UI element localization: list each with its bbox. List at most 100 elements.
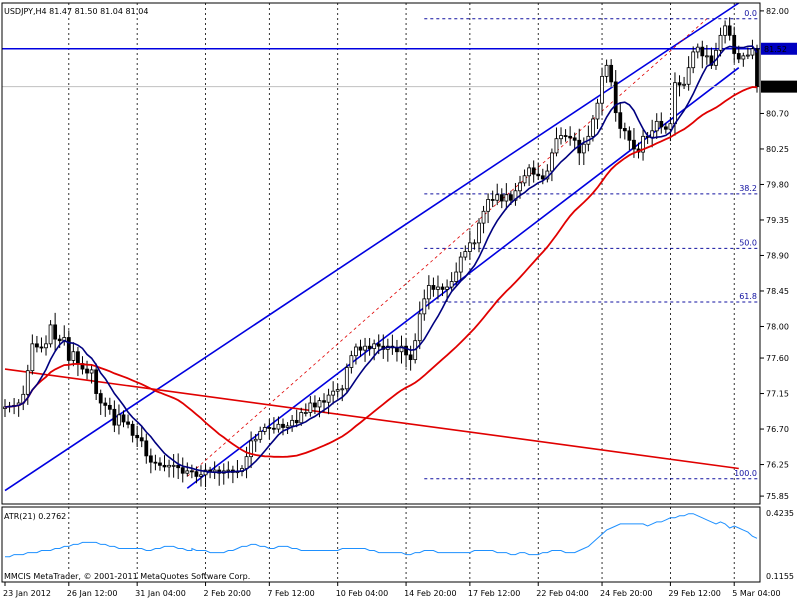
candle-body bbox=[508, 194, 513, 201]
symbol-info: USDJPY,H4 81.47 81.50 81.04 81.04 bbox=[4, 7, 148, 16]
candle-body bbox=[30, 343, 35, 372]
fib-level-label: 38.2 bbox=[739, 184, 757, 193]
x-tick-label: 24 Feb 20:00 bbox=[600, 589, 652, 598]
candle-body bbox=[591, 118, 595, 137]
candle-body bbox=[659, 120, 664, 128]
x-tick-label: 22 Feb 04:00 bbox=[536, 589, 588, 598]
main-frame bbox=[1, 2, 761, 505]
candle-body bbox=[363, 345, 367, 351]
candle-body bbox=[167, 464, 171, 468]
candle-body bbox=[249, 440, 254, 458]
candle-body bbox=[550, 152, 554, 172]
candle-body bbox=[180, 467, 185, 474]
candle-body bbox=[641, 135, 645, 153]
y-tick-label: 82.00 bbox=[766, 7, 789, 16]
candle-body bbox=[71, 351, 76, 361]
candle-body bbox=[404, 345, 408, 356]
candle-body bbox=[267, 427, 272, 429]
candle-body bbox=[349, 355, 354, 368]
candle-body bbox=[417, 313, 422, 342]
candle-body bbox=[271, 427, 276, 430]
candle-body bbox=[527, 167, 532, 177]
candle-body bbox=[518, 182, 522, 192]
trend-lines[interactable]: 81.52 81.04 bbox=[2, 2, 797, 492]
last-price-tag-text: 81.04 bbox=[764, 83, 787, 92]
candle-body bbox=[176, 464, 181, 469]
candle-body bbox=[367, 345, 372, 349]
candle-body bbox=[531, 167, 536, 175]
candle-body bbox=[44, 343, 48, 349]
candle-body bbox=[522, 175, 527, 184]
y-tick-label: 76.70 bbox=[766, 425, 789, 434]
x-tick-label: 2 Feb 20:00 bbox=[204, 589, 251, 598]
candle-body bbox=[700, 46, 705, 57]
candle-body bbox=[745, 54, 750, 57]
candle-body bbox=[422, 298, 427, 315]
candle-body bbox=[358, 346, 363, 351]
candle-body bbox=[490, 199, 495, 201]
candle-body bbox=[276, 423, 281, 430]
candle-body bbox=[736, 53, 741, 60]
candle-body bbox=[627, 130, 632, 141]
candle-body bbox=[372, 343, 377, 349]
atr-frame bbox=[1, 506, 761, 583]
candle-body bbox=[340, 388, 345, 391]
horizontal-line-tag-text: 81.52 bbox=[764, 45, 787, 54]
y-tick-label: 76.25 bbox=[766, 461, 789, 470]
candle-body bbox=[755, 48, 759, 88]
candle-body bbox=[467, 242, 472, 252]
candle-body bbox=[25, 370, 30, 395]
candle-body bbox=[290, 419, 295, 427]
candle-body bbox=[331, 390, 336, 396]
candle-body bbox=[463, 251, 468, 258]
y-tick-label: 80.25 bbox=[766, 145, 789, 154]
x-tick-label: 17 Feb 12:00 bbox=[468, 589, 520, 598]
y-tick-label: 79.80 bbox=[766, 180, 789, 189]
x-tick-label: 26 Jan 12:00 bbox=[67, 589, 118, 598]
candle-body bbox=[440, 286, 445, 290]
candle-body bbox=[426, 285, 431, 300]
candle-body bbox=[732, 34, 737, 54]
candle-body bbox=[317, 400, 322, 408]
candle-body bbox=[53, 324, 58, 340]
candle-body bbox=[262, 427, 267, 432]
candle-body bbox=[709, 55, 714, 66]
candle-body bbox=[540, 175, 545, 180]
y-tick-label: 79.35 bbox=[766, 216, 789, 225]
fib-level-label: 61.8 bbox=[739, 292, 757, 301]
candle-body bbox=[632, 139, 636, 150]
candle-body bbox=[436, 286, 440, 290]
candle-body bbox=[308, 402, 313, 413]
candle-body bbox=[458, 256, 463, 273]
candle-body bbox=[148, 455, 153, 463]
candle-body bbox=[253, 438, 258, 442]
candle-body bbox=[326, 394, 331, 403]
y-tick-label: 78.00 bbox=[766, 322, 789, 331]
candle-body bbox=[449, 281, 454, 288]
candle-body bbox=[613, 81, 618, 114]
slow-moving-average bbox=[4, 86, 758, 458]
x-tick-label: 23 Jan 2012 bbox=[3, 589, 51, 598]
candle-body bbox=[158, 462, 162, 466]
candle-body bbox=[126, 421, 130, 425]
candle-body bbox=[112, 408, 117, 426]
candle-body bbox=[57, 338, 62, 342]
candle-body bbox=[595, 102, 600, 120]
horizontal-line-tag bbox=[761, 42, 797, 55]
fast-moving-average bbox=[4, 45, 758, 474]
candle-body bbox=[89, 369, 94, 374]
candle-body bbox=[244, 456, 249, 469]
candle-body bbox=[654, 120, 659, 132]
candle-body bbox=[303, 412, 308, 414]
candle-body bbox=[723, 25, 727, 36]
candle-body bbox=[668, 123, 673, 130]
candle-body bbox=[673, 82, 677, 125]
candle-body bbox=[445, 286, 449, 290]
fibonacci-retracement[interactable]: 0.0 38.2 50.0 61.8 100.0 bbox=[424, 9, 760, 480]
candle-body bbox=[695, 46, 700, 53]
red-trendline bbox=[4, 368, 739, 470]
y-tick-label: 80.70 bbox=[766, 109, 789, 118]
candle-body bbox=[185, 470, 190, 474]
